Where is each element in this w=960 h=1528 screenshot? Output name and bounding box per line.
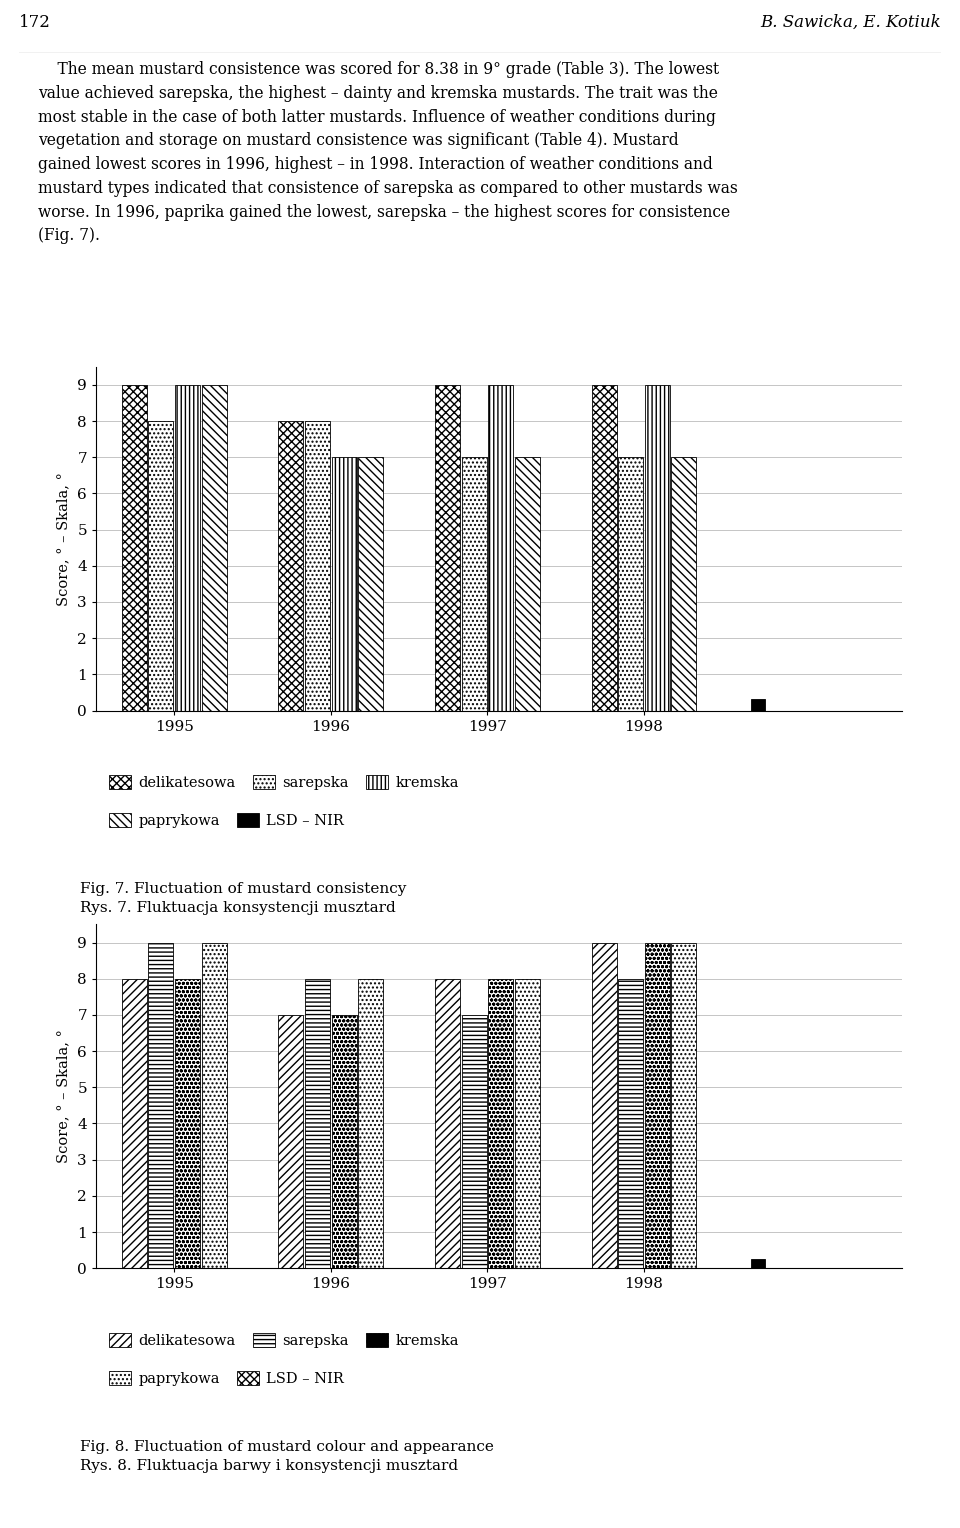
Bar bbox=[331, 457, 357, 711]
Bar bbox=[358, 457, 383, 711]
Bar bbox=[671, 457, 696, 711]
Text: Fig. 7. Fluctuation of mustard consistency
Rys. 7. Fluktuacja konsystencji muszt: Fig. 7. Fluctuation of mustard consisten… bbox=[80, 882, 406, 915]
Bar bbox=[149, 422, 174, 711]
Bar bbox=[122, 385, 147, 711]
Bar bbox=[435, 979, 460, 1268]
Bar bbox=[278, 422, 303, 711]
Text: Fig. 8. Fluctuation of mustard colour and appearance
Rys. 8. Fluktuacja barwy i : Fig. 8. Fluctuation of mustard colour an… bbox=[80, 1439, 493, 1473]
Bar bbox=[618, 457, 643, 711]
Legend: paprykowa, LSD – NIR: paprykowa, LSD – NIR bbox=[104, 807, 350, 834]
Bar bbox=[175, 385, 200, 711]
Bar bbox=[515, 979, 540, 1268]
Text: The mean mustard consistence was scored for 8.38 in 9° grade (Table 3). The lowe: The mean mustard consistence was scored … bbox=[38, 61, 738, 244]
Bar bbox=[645, 385, 670, 711]
Bar bbox=[305, 422, 330, 711]
Bar bbox=[435, 385, 460, 711]
Bar bbox=[358, 979, 383, 1268]
Bar bbox=[489, 385, 514, 711]
Bar bbox=[751, 1259, 765, 1268]
Bar bbox=[751, 698, 765, 711]
Y-axis label: Score, ° – Skala, °: Score, ° – Skala, ° bbox=[57, 1030, 70, 1163]
Bar bbox=[331, 1015, 357, 1268]
Bar bbox=[462, 457, 487, 711]
Bar bbox=[175, 979, 200, 1268]
Bar bbox=[149, 943, 174, 1268]
Bar bbox=[462, 1015, 487, 1268]
Bar bbox=[122, 979, 147, 1268]
Bar bbox=[515, 457, 540, 711]
Bar bbox=[489, 979, 514, 1268]
Bar bbox=[645, 943, 670, 1268]
Text: B. Sawicka, E. Kotiuk: B. Sawicka, E. Kotiuk bbox=[760, 14, 941, 31]
Bar bbox=[671, 943, 696, 1268]
Bar bbox=[202, 943, 227, 1268]
Bar bbox=[618, 979, 643, 1268]
Bar bbox=[591, 385, 616, 711]
Y-axis label: Score, ° – Skala, °: Score, ° – Skala, ° bbox=[57, 472, 70, 605]
Bar bbox=[202, 385, 227, 711]
Text: 172: 172 bbox=[19, 14, 51, 31]
Bar bbox=[278, 1015, 303, 1268]
Legend: paprykowa, LSD – NIR: paprykowa, LSD – NIR bbox=[104, 1365, 350, 1392]
Bar bbox=[591, 943, 616, 1268]
Bar bbox=[305, 979, 330, 1268]
